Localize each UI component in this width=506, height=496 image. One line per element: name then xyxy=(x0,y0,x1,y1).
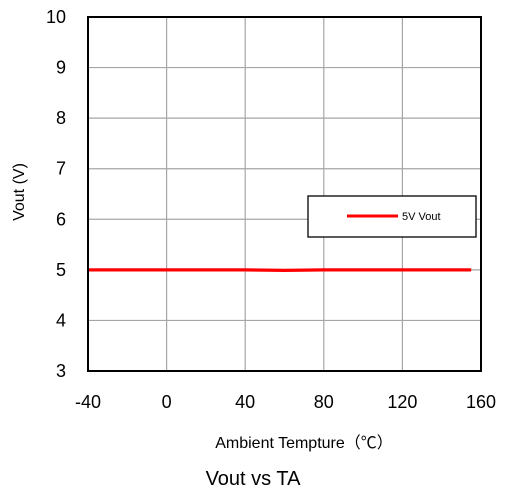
x-tick-label: -40 xyxy=(75,392,101,412)
legend: 5V Vout xyxy=(307,195,477,238)
y-axis-ticks: 3 4 5 6 7 8 9 10 xyxy=(46,7,66,381)
y-tick-label: 10 xyxy=(46,7,66,27)
x-tick-label: 80 xyxy=(314,392,334,412)
y-tick-label: 3 xyxy=(56,361,66,381)
y-tick-label: 4 xyxy=(56,310,66,330)
x-axis-ticks: -40 0 40 80 120 160 xyxy=(75,392,496,412)
y-tick-label: 8 xyxy=(56,108,66,128)
figure-caption: Vout vs TA xyxy=(205,468,301,490)
plot-area-border xyxy=(87,16,482,372)
x-axis-title: Ambient Tempture（℃） xyxy=(215,434,393,452)
y-tick-label: 5 xyxy=(56,260,66,280)
grid-lines xyxy=(87,16,482,372)
x-tick-label: 0 xyxy=(162,392,172,412)
y-tick-label: 7 xyxy=(56,159,66,179)
y-tick-label: 6 xyxy=(56,209,66,229)
x-tick-label: 120 xyxy=(387,392,417,412)
y-tick-label: 9 xyxy=(56,58,66,78)
x-tick-label: 40 xyxy=(235,392,255,412)
series-layer xyxy=(88,268,472,272)
y-axis-title: Vout (V) xyxy=(11,163,28,221)
x-tick-label: 160 xyxy=(466,392,496,412)
legend-label: 5V Vout xyxy=(402,211,441,223)
series-line xyxy=(88,268,472,272)
